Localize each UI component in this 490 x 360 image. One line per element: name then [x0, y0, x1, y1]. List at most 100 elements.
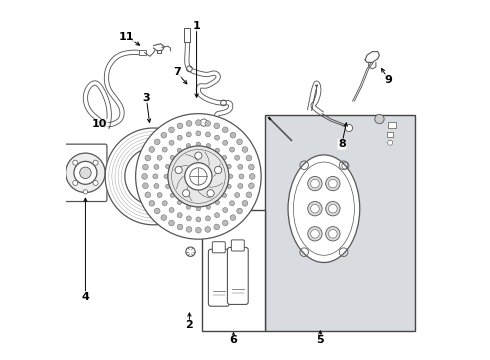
Circle shape — [196, 142, 200, 146]
Circle shape — [246, 155, 252, 161]
Circle shape — [166, 184, 170, 189]
Circle shape — [329, 204, 337, 213]
Circle shape — [207, 190, 214, 197]
Circle shape — [388, 140, 393, 145]
Circle shape — [235, 193, 240, 198]
Circle shape — [175, 166, 182, 174]
Circle shape — [215, 148, 220, 152]
Circle shape — [229, 201, 235, 206]
Circle shape — [177, 224, 183, 230]
Circle shape — [248, 164, 254, 170]
Text: 10: 10 — [92, 120, 107, 129]
Circle shape — [164, 174, 168, 179]
Circle shape — [143, 164, 148, 170]
Circle shape — [186, 247, 195, 256]
Circle shape — [186, 226, 192, 232]
Text: 6: 6 — [230, 335, 238, 345]
Circle shape — [170, 193, 174, 198]
Circle shape — [222, 193, 227, 198]
Circle shape — [183, 190, 190, 197]
Circle shape — [154, 208, 160, 214]
Circle shape — [237, 139, 243, 145]
Circle shape — [227, 184, 231, 189]
Circle shape — [169, 127, 174, 133]
Circle shape — [235, 155, 240, 160]
Circle shape — [214, 224, 220, 230]
Polygon shape — [105, 128, 202, 225]
Circle shape — [169, 208, 174, 212]
Circle shape — [311, 229, 319, 238]
Circle shape — [222, 127, 228, 133]
Circle shape — [186, 121, 192, 126]
Circle shape — [222, 220, 228, 226]
Circle shape — [238, 184, 243, 189]
Circle shape — [215, 213, 220, 218]
Circle shape — [239, 174, 244, 179]
Circle shape — [205, 132, 211, 137]
Text: 9: 9 — [385, 75, 392, 85]
Circle shape — [246, 192, 252, 198]
Circle shape — [154, 184, 159, 189]
Circle shape — [145, 155, 151, 161]
Circle shape — [169, 220, 174, 226]
Circle shape — [186, 205, 191, 209]
Circle shape — [326, 226, 340, 241]
FancyBboxPatch shape — [231, 240, 245, 251]
Circle shape — [196, 131, 201, 136]
Polygon shape — [153, 44, 164, 51]
Circle shape — [80, 167, 91, 179]
Bar — [184, 28, 191, 42]
Circle shape — [162, 201, 167, 206]
Bar — [139, 50, 146, 55]
Circle shape — [195, 152, 202, 159]
Circle shape — [215, 135, 220, 140]
Circle shape — [242, 147, 248, 152]
Circle shape — [83, 190, 88, 194]
Circle shape — [196, 207, 200, 211]
Text: 3: 3 — [143, 93, 150, 103]
Circle shape — [345, 125, 353, 132]
Circle shape — [153, 174, 158, 179]
Bar — [387, 132, 393, 137]
Circle shape — [205, 226, 211, 232]
Circle shape — [161, 215, 167, 220]
Circle shape — [205, 121, 211, 126]
Circle shape — [168, 146, 229, 207]
Circle shape — [222, 155, 227, 159]
Bar — [202, 211, 265, 330]
Circle shape — [186, 216, 191, 221]
Circle shape — [145, 192, 151, 198]
Circle shape — [329, 179, 337, 188]
Circle shape — [215, 201, 220, 205]
Circle shape — [375, 114, 384, 124]
Circle shape — [230, 132, 236, 138]
Text: 2: 2 — [186, 320, 193, 330]
Text: 5: 5 — [317, 335, 324, 345]
Circle shape — [170, 155, 174, 159]
Circle shape — [311, 204, 319, 213]
Circle shape — [222, 140, 228, 145]
Circle shape — [238, 164, 243, 169]
Circle shape — [205, 216, 211, 221]
Circle shape — [308, 202, 322, 216]
Circle shape — [186, 144, 191, 148]
Text: 1: 1 — [193, 21, 200, 31]
Circle shape — [157, 155, 162, 160]
Circle shape — [185, 163, 212, 190]
FancyBboxPatch shape — [212, 242, 225, 253]
Circle shape — [248, 183, 254, 189]
Polygon shape — [365, 51, 379, 62]
Circle shape — [166, 164, 170, 168]
FancyBboxPatch shape — [208, 249, 229, 306]
Circle shape — [227, 164, 231, 168]
Circle shape — [142, 174, 147, 179]
Circle shape — [74, 161, 97, 184]
Circle shape — [73, 180, 78, 185]
Circle shape — [149, 201, 155, 206]
Ellipse shape — [288, 155, 360, 262]
Circle shape — [196, 120, 201, 126]
Circle shape — [326, 202, 340, 216]
Circle shape — [177, 213, 182, 218]
Circle shape — [154, 164, 159, 169]
FancyBboxPatch shape — [64, 144, 107, 202]
